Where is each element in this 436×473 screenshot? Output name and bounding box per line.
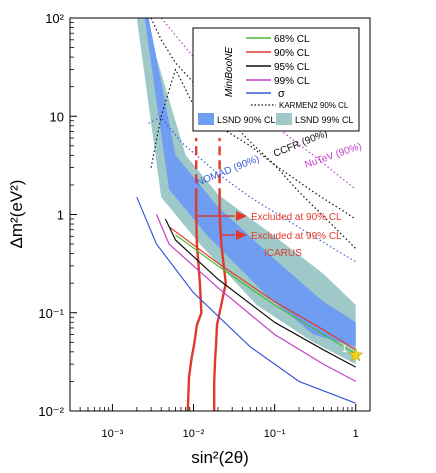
legend-label-99cl: 99% CL [274,76,310,87]
y-tick-label: 10⁻¹ [38,306,64,321]
x-tick-label: 10⁻² [183,428,205,440]
plot-frame [69,17,371,412]
y-tick-label: 10 [50,109,64,124]
legend-swatch-lsnd90 [198,113,214,125]
legend-group-label: MiniBooNE [224,47,235,97]
y-tick-label: 10⁻² [38,404,64,419]
legend-entry-95cl: 95% CL [246,62,310,73]
legend-label-90cl: 90% CL [274,48,310,59]
legend-entry-sigma: σ [246,88,285,100]
legend-swatch-lsnd99 [276,113,292,125]
series-68-cl [175,234,357,355]
series-nomad-90 [148,116,357,263]
x-tick-label: 10⁻¹ [264,428,286,440]
arrow-99-head-icon [236,230,247,240]
legend-label-95cl: 95% CL [274,62,310,73]
icarus-label: ICARUS [264,248,302,259]
legend-label-68cl: 68% CL [274,34,310,45]
series-95-cl [164,218,356,368]
legend-label-karmen2: KARMEN2 90% CL [279,101,349,110]
series-icarus-90-cl [186,197,203,411]
series-inner [136,196,356,404]
best-fit-marker: 1 [342,344,364,362]
band-lsnd-99-cl [136,18,356,365]
legend-entry-lsnd90: LSND 90% CL [198,113,276,125]
axis-ticks: 10⁻³ 10⁻² 10⁻¹ 1 10⁻² 10⁻¹ 1 10 10² [38,11,358,440]
x-axis-label: sin²(2θ) [191,448,249,467]
y-tick-label: 10² [45,11,64,26]
series-99-cl [155,214,356,382]
series-90-cl [168,226,357,351]
series-icarus-99-cl [212,197,228,411]
legend-entry-lsnd99: LSND 99% CL [276,113,354,125]
band-lsnd-90-cl [144,18,356,347]
best-fit-label: 1 [342,344,348,355]
x-tick-label: 10⁻³ [102,428,124,440]
legend-label-lsnd99: LSND 99% CL [295,115,354,125]
lsnd-bands [136,18,356,365]
y-axis-label: Δm²(eV²) [7,180,26,249]
legend: MiniBooNE 68% CL 90% CL 95% CL 99% CL σ … [192,27,360,132]
y-tick-label: 1 [57,208,64,223]
legend-entry-90cl: 90% CL [246,48,310,59]
legend-entry-99cl: 99% CL [246,76,310,87]
arrow-90-head-icon [236,211,247,221]
legend-label-sigma: σ [278,88,285,100]
best-fit-star-icon [348,347,364,362]
x-tick-label: 1 [353,428,359,440]
excluded-90-label: Excluded at 90% CL [251,212,342,223]
icarus-annotations: Excluded at 90% CL Excluded at 99% CL IC… [197,211,342,259]
legend-entry-68cl: 68% CL [246,34,310,45]
legend-entry-karmen2: KARMEN2 90% CL [251,101,349,110]
legend-label-lsnd90: LSND 90% CL [217,115,276,125]
excluded-99-label: Excluded at 99% CL [251,231,342,242]
